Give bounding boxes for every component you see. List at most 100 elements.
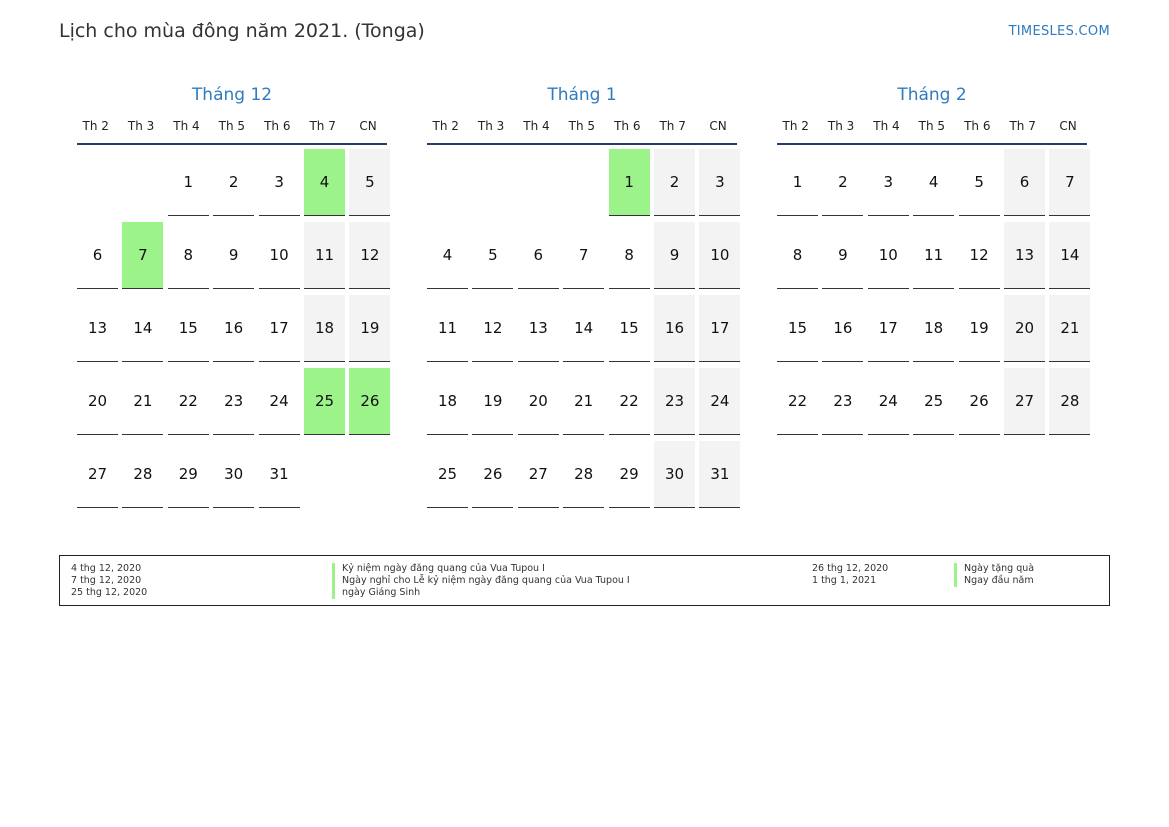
day-cell: 30	[654, 441, 695, 508]
day-cell: 15	[167, 295, 209, 362]
day-cell: 24	[699, 368, 741, 435]
weekday-label: Th 3	[127, 119, 155, 133]
day-cell: 25	[427, 441, 468, 508]
day-cell: 21	[1049, 295, 1091, 362]
day-cell: 29	[608, 441, 650, 508]
day-cell: 26	[349, 368, 391, 435]
day-cell: 18	[304, 295, 345, 362]
day-cell: 2	[822, 149, 864, 216]
day-cell: 28	[563, 441, 605, 508]
day-cell: 12	[958, 222, 1000, 289]
day-cell: 10	[699, 222, 741, 289]
day-cell: 21	[122, 368, 164, 435]
weekday-label: Th 4	[173, 119, 200, 133]
day-cell: 11	[304, 222, 345, 289]
weekday-label: CN	[709, 119, 727, 133]
day-cell: 16	[822, 295, 864, 362]
weekday-label: Th 7	[659, 119, 686, 133]
header-rule	[427, 143, 737, 145]
day-cell: 13	[1004, 222, 1045, 289]
weekday-label: Th 7	[1009, 119, 1036, 133]
weekday-header: Th 2 Th 3 Th 4 Th 5 Th 6 Th 7 CN	[73, 117, 391, 135]
weekday-label: Th 5	[218, 119, 246, 133]
weekday-label: Th 6	[264, 119, 291, 133]
day-cell: 7	[1049, 149, 1091, 216]
day-cell: 11	[913, 222, 955, 289]
day-cell: 20	[77, 368, 118, 435]
day-cell: 8	[167, 222, 209, 289]
day-cell: 3	[867, 149, 909, 216]
day-cell: 31	[258, 441, 300, 508]
day-cell: 5	[958, 149, 1000, 216]
day-cell: 8	[608, 222, 650, 289]
day-cell: 27	[1004, 368, 1045, 435]
day-cell: 16	[654, 295, 695, 362]
day-cell: 23	[822, 368, 864, 435]
day-cell: 22	[777, 368, 818, 435]
day-cell: 14	[122, 295, 164, 362]
day-cell: 27	[517, 441, 559, 508]
day-cell: 22	[608, 368, 650, 435]
legend-date: 7 thg 12, 2020	[71, 575, 142, 586]
weekday-label: Th 6	[964, 119, 991, 133]
day-cell: 29	[167, 441, 209, 508]
day-cell: 16	[213, 295, 255, 362]
day-cell: 21	[563, 368, 605, 435]
month-title: Tháng 12	[191, 85, 273, 105]
day-cell: 23	[213, 368, 255, 435]
day-cell: 14	[563, 295, 605, 362]
weekday-label: Th 2	[782, 119, 809, 133]
legend-date: 26 thg 12, 2020	[812, 563, 889, 574]
day-cell: 15	[608, 295, 650, 362]
day-cell: 20	[517, 368, 559, 435]
weekday-label: Th 5	[568, 119, 596, 133]
day-cell: 17	[258, 295, 300, 362]
day-cell: 9	[822, 222, 864, 289]
day-cell: 25	[913, 368, 955, 435]
day-cell: 5	[472, 222, 514, 289]
legend-name: ngày Giáng Sinh	[332, 587, 420, 599]
day-cell: 19	[958, 295, 1000, 362]
legend-date: 1 thg 1, 2021	[812, 575, 877, 586]
site-link[interactable]: TIMESLES.COM	[1008, 24, 1110, 39]
day-cell: 19	[472, 368, 514, 435]
day-cell: 18	[427, 368, 468, 435]
day-cell: 28	[122, 441, 164, 508]
month-title: Tháng 2	[897, 85, 967, 105]
day-cell: 3	[699, 149, 741, 216]
day-cell: 26	[958, 368, 1000, 435]
day-cell: 17	[867, 295, 909, 362]
day-cell: 3	[258, 149, 300, 216]
day-cell: 9	[213, 222, 255, 289]
day-cell: 6	[517, 222, 559, 289]
day-cell: 23	[654, 368, 695, 435]
page-title: Lịch cho mùa đông năm 2021. (Tonga)	[59, 20, 425, 42]
holiday-legend: 4 thg 12, 2020 Kỷ niệm ngày đăng quang c…	[59, 555, 1110, 606]
legend-name: Kỷ niệm ngày đăng quang của Vua Tupou I	[332, 563, 545, 575]
weekday-label: Th 5	[918, 119, 946, 133]
month-title: Tháng 1	[547, 85, 617, 105]
day-cell: 7	[122, 222, 164, 289]
weekday-label: CN	[1059, 119, 1077, 133]
day-cell: 10	[258, 222, 300, 289]
day-cell: 6	[77, 222, 118, 289]
day-cell: 26	[472, 441, 514, 508]
legend-date: 4 thg 12, 2020	[71, 563, 142, 574]
day-cell: 7	[563, 222, 605, 289]
day-cell: 27	[77, 441, 118, 508]
day-cell: 10	[867, 222, 909, 289]
day-cell: 15	[777, 295, 818, 362]
header-rule	[77, 143, 387, 145]
day-cell: 2	[213, 149, 255, 216]
day-cell: 13	[517, 295, 559, 362]
weekday-label: Th 3	[477, 119, 505, 133]
day-cell: 24	[258, 368, 300, 435]
day-cell: 9	[654, 222, 695, 289]
day-cell: 6	[1004, 149, 1045, 216]
day-cell: 31	[699, 441, 741, 508]
weekday-header: Th 2 Th 3 Th 4 Th 5 Th 6 Th 7 CN	[773, 117, 1091, 135]
day-cell: 24	[867, 368, 909, 435]
